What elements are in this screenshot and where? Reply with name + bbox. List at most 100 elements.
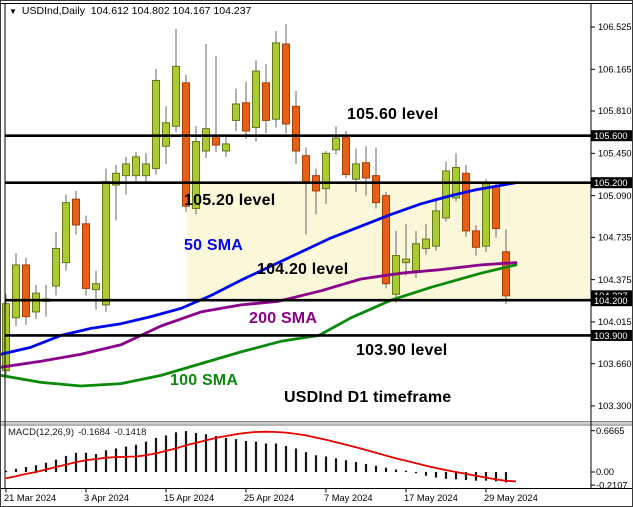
price-tick-label: 103.300 bbox=[598, 401, 632, 411]
macd-histogram-bar bbox=[444, 472, 448, 479]
price-tick-label: 106.525 bbox=[598, 22, 632, 32]
macd-histogram-bar bbox=[364, 463, 368, 472]
level-tag bbox=[591, 295, 632, 307]
macd-histogram-bar bbox=[324, 456, 328, 472]
candle-bear bbox=[282, 43, 290, 125]
macd-histogram-bar bbox=[204, 434, 208, 472]
candle-bull bbox=[102, 181, 110, 306]
price-tick-label: 105.090 bbox=[598, 191, 632, 201]
macd-histogram-bar bbox=[464, 472, 468, 481]
macd-histogram-bar bbox=[434, 472, 438, 478]
candle-bull bbox=[12, 264, 20, 319]
level-tag-text: 105.600 bbox=[594, 131, 628, 141]
macd-histogram-bar bbox=[134, 444, 138, 472]
level-tag-text: 103.900 bbox=[594, 331, 628, 341]
macd-signal-line bbox=[5, 430, 517, 483]
annotation-200-sma: 200 SMA bbox=[249, 310, 318, 327]
candle-bull bbox=[442, 170, 450, 219]
price-tick-label: 106.165 bbox=[598, 65, 632, 75]
macd-histogram-bar bbox=[124, 446, 128, 472]
candle-bull bbox=[52, 247, 60, 287]
annotation-104-20-level: 104.20 level bbox=[257, 261, 349, 278]
macd-histogram-bar bbox=[404, 470, 408, 472]
macd-signal-value: -0.1418 bbox=[114, 427, 147, 438]
macd-histogram-bar bbox=[54, 459, 58, 472]
candle-bear bbox=[462, 172, 470, 232]
candle-bear bbox=[242, 102, 250, 132]
pane-separator[interactable] bbox=[1, 421, 633, 426]
macd-histogram-bar bbox=[354, 462, 358, 472]
sma200-line bbox=[1, 261, 518, 369]
macd-histogram-bar bbox=[104, 450, 108, 472]
candle-bear bbox=[212, 135, 220, 146]
candle-bull bbox=[152, 79, 160, 170]
level-tag-text: 104.200 bbox=[594, 296, 628, 306]
candle-bull bbox=[432, 210, 440, 247]
level-tag bbox=[591, 177, 632, 189]
annotation-105-60-level: 105.60 level bbox=[347, 106, 439, 123]
candle-bear bbox=[502, 251, 510, 297]
sma100-line bbox=[1, 263, 518, 388]
candle-bull bbox=[272, 42, 280, 120]
annotation-50-sma: 50 SMA bbox=[184, 237, 243, 254]
macd-histogram-bar bbox=[394, 469, 398, 472]
macd-histogram-bar bbox=[344, 460, 348, 472]
candle-bull bbox=[112, 172, 120, 186]
macd-indicator-label: MACD(12,26,9) -0.1684 -0.1418 bbox=[8, 427, 150, 438]
macd-histogram-bar bbox=[454, 472, 458, 480]
annotation-103-90-level: 103.90 level bbox=[356, 342, 448, 359]
macd-histogram-bar bbox=[94, 454, 98, 472]
macd-histogram-bar bbox=[314, 455, 318, 472]
date-tick-label: 21 Mar 2024 bbox=[4, 493, 56, 503]
macd-histogram-bar bbox=[234, 439, 238, 472]
candle-bear bbox=[372, 175, 380, 204]
macd-histogram-bar bbox=[284, 445, 288, 472]
candle-bull bbox=[222, 143, 230, 152]
level-tag bbox=[591, 130, 632, 142]
macd-histogram-bar bbox=[294, 448, 298, 472]
candle-bull bbox=[172, 65, 180, 127]
title-ohlc: 104.612 104.802 104.167 104.237 bbox=[90, 5, 252, 17]
candle-bear bbox=[342, 136, 350, 175]
macd-histogram-bar bbox=[144, 441, 148, 472]
candle-bull bbox=[122, 163, 130, 177]
candle-bear bbox=[72, 198, 80, 226]
macd-histogram-bar bbox=[164, 435, 168, 472]
candle-bull bbox=[412, 243, 420, 272]
candle-bull bbox=[232, 103, 240, 121]
macd-scale-label: 0.6665 bbox=[596, 426, 624, 436]
candle-bull bbox=[252, 70, 260, 128]
candle-bear bbox=[182, 82, 190, 207]
candle-bear bbox=[382, 195, 390, 285]
macd-scale-label: 0.00 bbox=[596, 467, 614, 477]
chart-title: ▼ USDInd,Daily 104.612 104.802 104.167 10… bbox=[9, 5, 251, 17]
price-tick-label: 105.450 bbox=[598, 149, 632, 159]
macd-histogram-bar bbox=[84, 452, 88, 472]
macd-histogram-bar bbox=[24, 467, 28, 472]
annotation-105-20-level: 105.20 level bbox=[184, 192, 276, 209]
price-tick-label: 104.735 bbox=[598, 233, 632, 243]
candle-bear bbox=[22, 264, 30, 318]
candle-bear bbox=[362, 162, 370, 179]
macd-histogram-bar bbox=[114, 448, 118, 472]
macd-histogram-bar bbox=[214, 436, 218, 472]
macd-histogram-bar bbox=[194, 432, 198, 472]
macd-histogram-bar bbox=[424, 472, 428, 476]
macd-histogram-bar bbox=[244, 441, 248, 472]
candle-bull bbox=[332, 137, 340, 151]
macd-histogram-bar bbox=[414, 472, 418, 474]
macd-histogram-bar bbox=[154, 437, 158, 472]
title-symbol: USDInd,Daily bbox=[21, 5, 85, 17]
macd-histogram-bar bbox=[384, 467, 388, 472]
date-tick-label: 25 Apr 2024 bbox=[244, 493, 294, 503]
symbol-dropdown-icon[interactable]: ▼ bbox=[9, 7, 17, 16]
macd-histogram-bar bbox=[484, 472, 488, 481]
date-tick-label: 3 Apr 2024 bbox=[84, 493, 129, 503]
sma50-line bbox=[1, 181, 518, 356]
macd-histogram-bar bbox=[174, 432, 178, 472]
date-tick-label: 17 May 2024 bbox=[404, 493, 458, 503]
level-tag bbox=[591, 329, 632, 341]
price-tick-label: 103.660 bbox=[598, 359, 632, 369]
macd-histogram-bar bbox=[504, 472, 508, 483]
